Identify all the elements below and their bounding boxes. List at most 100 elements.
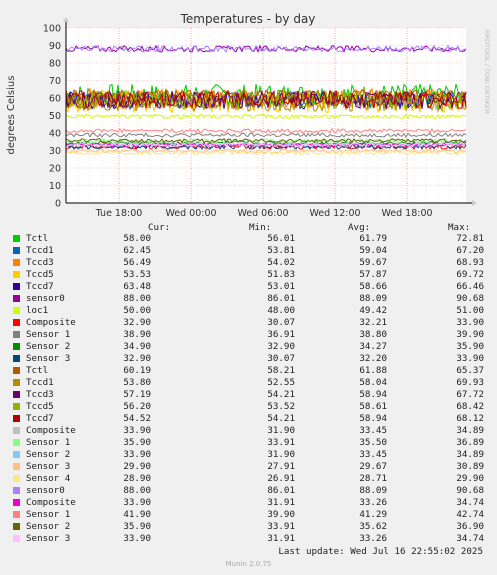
legend-series-name: Sensor 2 bbox=[26, 341, 71, 352]
legend-cur-value: 33.90 bbox=[123, 449, 151, 460]
legend-series-name: Sensor 3 bbox=[26, 461, 71, 472]
legend-cur-value: 35.90 bbox=[123, 521, 151, 532]
y-tick-label: 0 bbox=[55, 199, 61, 210]
legend-swatch bbox=[13, 331, 20, 338]
legend-row: sensor0 88.00 86.01 88.09 90.68 bbox=[0, 485, 497, 497]
legend-cur-value: 56.49 bbox=[123, 257, 151, 268]
legend-series-name: Tccd3 bbox=[26, 257, 54, 268]
legend-min-value: 31.90 bbox=[267, 425, 295, 436]
legend-row: Tccd7 63.48 53.01 58.66 66.46 bbox=[0, 281, 497, 293]
series-line bbox=[65, 142, 467, 148]
legend-cur-value: 29.90 bbox=[123, 461, 151, 472]
legend-max-value: 68.12 bbox=[456, 413, 484, 424]
legend-max-value: 42.74 bbox=[456, 509, 484, 520]
legend-min-value: 30.07 bbox=[267, 353, 295, 364]
legend-row: Tccd3 56.49 54.02 59.67 68.93 bbox=[0, 257, 497, 269]
legend-row: Composite 33.90 31.90 33.45 34.89 bbox=[0, 425, 497, 437]
legend-cur-value: 62.45 bbox=[123, 245, 151, 256]
legend-series-name: Composite bbox=[26, 317, 76, 328]
legend-series-name: Tccd5 bbox=[26, 401, 54, 412]
legend-header-cur: Cur: bbox=[148, 222, 171, 233]
legend-max-value: 69.72 bbox=[456, 269, 484, 280]
legend-series-name: Tctl bbox=[26, 233, 49, 244]
legend-cur-value: 60.19 bbox=[123, 365, 151, 376]
legend-series-name: sensor0 bbox=[26, 293, 65, 304]
legend-max-value: 90.68 bbox=[456, 485, 484, 496]
legend-swatch bbox=[13, 343, 20, 350]
legend-max-value: 33.90 bbox=[456, 353, 484, 364]
legend-cur-value: 32.90 bbox=[123, 317, 151, 328]
series-line bbox=[65, 148, 467, 154]
legend-max-value: 34.74 bbox=[456, 497, 484, 508]
legend-min-value: 54.21 bbox=[267, 413, 295, 424]
legend-min-value: 32.90 bbox=[267, 341, 295, 352]
legend-header-max: Max: bbox=[448, 222, 471, 233]
legend-swatch bbox=[13, 535, 20, 542]
legend-series-name: Sensor 1 bbox=[26, 509, 71, 520]
temperature-chart: 0 10 20 30 40 50 60 70 80 90 100 Tue 18:00 Wed 00:00… bbox=[6, 12, 491, 219]
legend-row: Tccd1 53.80 52.55 58.04 69.93 bbox=[0, 377, 497, 389]
legend-row: Sensor 4 28.90 26.91 28.71 29.90 bbox=[0, 473, 497, 485]
x-tick-label: Wed 18:00 bbox=[381, 208, 432, 219]
x-tick-label: Wed 06:00 bbox=[237, 208, 288, 219]
legend-series-name: Sensor 3 bbox=[26, 353, 71, 364]
legend-max-value: 90.68 bbox=[456, 293, 484, 304]
series-line bbox=[65, 113, 467, 120]
y-tick-label: 70 bbox=[49, 76, 61, 87]
legend-max-value: 36.89 bbox=[456, 437, 484, 448]
legend-max-value: 67.20 bbox=[456, 245, 484, 256]
legend-row: Sensor 3 32.90 30.07 32.20 33.90 bbox=[0, 353, 497, 365]
legend-swatch bbox=[13, 487, 20, 494]
legend-avg-value: 58.94 bbox=[359, 413, 387, 424]
legend-max-value: 34.89 bbox=[456, 425, 484, 436]
legend-avg-value: 61.88 bbox=[359, 365, 387, 376]
legend-cur-value: 54.52 bbox=[123, 413, 151, 424]
legend-swatch bbox=[13, 259, 20, 266]
legend-min-value: 54.21 bbox=[267, 389, 295, 400]
legend-cur-value: 33.90 bbox=[123, 425, 151, 436]
legend-cur-value: 53.80 bbox=[123, 377, 151, 388]
legend-swatch bbox=[13, 427, 20, 434]
legend-cur-value: 33.90 bbox=[123, 497, 151, 508]
legend-series-name: Sensor 4 bbox=[26, 473, 71, 484]
legend-cur-value: 88.00 bbox=[123, 293, 151, 304]
legend-row: Tccd5 56.20 53.52 58.61 68.42 bbox=[0, 401, 497, 413]
series-line bbox=[65, 90, 467, 111]
legend-avg-value: 58.61 bbox=[359, 401, 387, 412]
legend-avg-value: 33.26 bbox=[359, 497, 387, 508]
legend-row: Tccd7 54.52 54.21 58.94 68.12 bbox=[0, 413, 497, 425]
legend-series-name: Tccd7 bbox=[26, 413, 54, 424]
y-tick-label: 10 bbox=[49, 181, 61, 192]
y-axis-label: degrees Celsius bbox=[6, 76, 17, 155]
y-tick-label: 100 bbox=[43, 24, 61, 35]
y-tick-label: 60 bbox=[49, 94, 61, 105]
legend-avg-value: 32.21 bbox=[359, 317, 387, 328]
y-axis-arrow bbox=[63, 17, 69, 22]
series-lines bbox=[65, 44, 467, 156]
legend-swatch bbox=[13, 463, 20, 470]
legend-cur-value: 28.90 bbox=[123, 473, 151, 484]
legend-swatch bbox=[13, 523, 20, 530]
legend-min-value: 56.01 bbox=[267, 233, 295, 244]
last-update: Last update: Wed Jul 16 22:55:02 2025 bbox=[278, 546, 483, 557]
legend-series-name: Tccd3 bbox=[26, 389, 54, 400]
legend-avg-value: 59.04 bbox=[359, 245, 387, 256]
legend-series-name: Composite bbox=[26, 497, 76, 508]
legend-swatch bbox=[13, 451, 20, 458]
legend-min-value: 54.02 bbox=[267, 257, 295, 268]
legend-row: Composite 33.90 31.91 33.26 34.74 bbox=[0, 497, 497, 509]
y-tick-label: 50 bbox=[49, 111, 61, 122]
legend-min-value: 31.91 bbox=[267, 533, 295, 544]
legend-max-value: 36.90 bbox=[456, 521, 484, 532]
legend-row: Tctl 58.00 56.01 61.79 72.81 bbox=[0, 233, 497, 245]
legend-avg-value: 59.67 bbox=[359, 257, 387, 268]
legend-min-value: 33.91 bbox=[267, 437, 295, 448]
legend-series-name: Sensor 1 bbox=[26, 437, 71, 448]
legend-avg-value: 33.45 bbox=[359, 425, 387, 436]
legend-max-value: 72.81 bbox=[456, 233, 484, 244]
munin-version: Munin 2.0.75 bbox=[225, 560, 272, 568]
legend-max-value: 29.90 bbox=[456, 473, 484, 484]
legend-min-value: 58.21 bbox=[267, 365, 295, 376]
legend-avg-value: 61.79 bbox=[359, 233, 387, 244]
series-line bbox=[65, 127, 467, 134]
